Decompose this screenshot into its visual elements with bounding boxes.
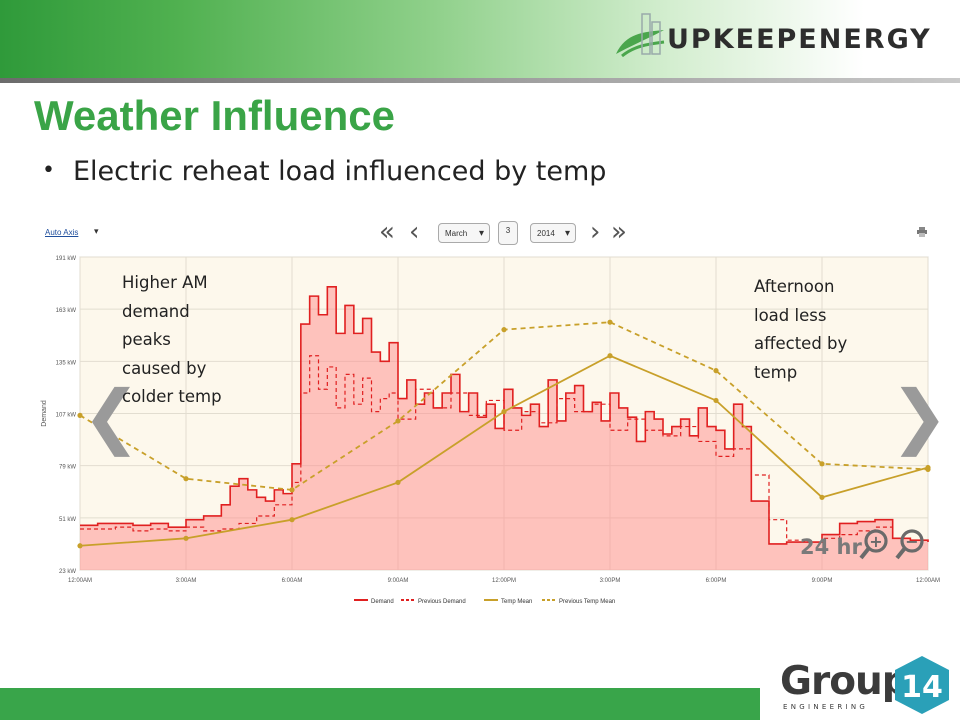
double-left-icon[interactable]: « [379,217,395,247]
annotation-afternoon: Afternoon load less affected by temp [754,273,847,387]
zoom-out-icon[interactable]: − [895,529,924,560]
header-band [0,0,960,78]
previous-temp-mean-point [501,327,507,333]
footer-bar [0,688,760,720]
previous-temp-mean-point [395,418,401,424]
legend-label: Previous Demand [418,599,466,605]
zoom-in-icon[interactable]: + [859,529,888,560]
chevron-down-icon: ▾ [478,228,484,239]
next-day-arrow-icon[interactable]: ❯ [890,375,949,457]
auto-axis-link[interactable]: Auto Axis [45,228,79,237]
chevron-down-icon: ▾ [564,228,570,239]
temp-mean-point [77,543,83,549]
legend-label: Temp Mean [501,599,532,605]
temp-mean-point [289,517,295,523]
previous-temp-mean-point [713,368,719,374]
y-tick-label: 51 kW [59,517,76,523]
annotation-line: Afternoon [754,277,835,296]
zoom-24hr-label: 24 hr [800,535,862,559]
previous-temp-mean-point [183,476,189,482]
previous-temp-mean-point [607,319,613,325]
temp-mean-point [925,464,931,471]
group14-subtitle: ENGINEERING [783,703,869,711]
previous-temp-mean-point [289,487,295,493]
month-select[interactable]: March ▾ [438,223,490,243]
temp-mean-point [607,353,613,359]
y-tick-label: 135 kW [56,360,77,366]
leaf-building-icon [616,13,665,58]
x-tick-label: 12:00AM [916,578,940,584]
previous-demand-series-line [80,355,929,543]
bullet-dot-icon: • [42,158,55,183]
x-tick-label: 9:00AM [388,578,409,584]
y-tick-label: 191 kW [56,256,77,262]
year-select[interactable]: 2014 ▾ [530,223,576,243]
svg-text:+: + [869,532,882,551]
svg-text:−: − [905,532,918,551]
annotation-line: demand [122,301,190,321]
temp-mean-point [819,494,825,500]
temp-mean-point [395,479,401,486]
annotation-line: peaks [122,330,171,349]
x-tick-label: 3:00PM [600,578,621,584]
group14-number: 14 [901,670,943,705]
year-select-value: 2014 [537,229,555,238]
left-icon[interactable]: ‹ [409,217,420,247]
x-tick-label: 12:00AM [68,578,92,584]
temp-mean-point [713,397,719,404]
demand-chart-panel: Auto Axis ▾ « ‹ March ▾ 3 2014 ▾ › » 191 k… [38,217,949,612]
double-right-icon[interactable]: » [611,217,627,247]
axis-dropdown-caret-icon[interactable]: ▾ [94,226,99,236]
y-axis-label: Demand [41,400,48,427]
temp-mean-point [183,535,189,541]
x-tick-label: 12:00PM [492,578,516,584]
legend-label: Previous Temp Mean [559,599,615,605]
legend-label: Demand [371,599,394,605]
print-icon[interactable] [917,227,927,237]
bullet-item: • Electric reheat load influenced by temp [42,156,606,187]
upkeep-energy-logo: UPKEEPENERGY [612,10,952,66]
annotation-line: affected by [754,334,848,353]
bullet-text: Electric reheat load influenced by temp [72,156,607,187]
day-input[interactable]: 3 [498,221,518,245]
group14-word: Group [780,659,910,704]
x-tick-label: 6:00PM [706,578,727,584]
demand-chart: 191 kW 163 kW 135 kW 107 kW 79 kW 51 kW 23 kW 1… [41,256,940,605]
annotation-line: Higher AM [122,273,208,292]
annotation-line: temp [754,362,798,382]
group14-logo: Group ENGINEERING 14 [780,655,955,715]
annotation-line: load less [754,305,827,325]
month-select-value: March [445,229,468,238]
slide-title: Weather Influence [34,92,395,139]
demand-series-line [80,286,929,545]
x-tick-label: 6:00AM [282,578,303,584]
y-tick-label: 79 kW [59,465,76,471]
annotation-am-peaks: Higher AM demand peaks caused by colder … [122,269,222,412]
y-tick-label: 23 kW [59,569,76,575]
x-tick-label: 9:00PM [812,578,833,584]
previous-temp-mean-point [77,412,83,418]
previous-temp-mean-point [819,461,825,467]
temp-mean-point [501,409,507,415]
right-icon[interactable]: › [590,217,601,247]
group14-badge-icon: 14 [895,656,949,714]
y-tick-label: 107 kW [56,413,77,419]
y-tick-label: 163 kW [56,308,77,314]
brand-name: UPKEEPENERGY [667,24,932,55]
annotation-line: caused by [122,358,207,378]
header-divider [0,78,960,83]
annotation-line: colder temp [122,387,222,406]
prev-day-arrow-icon[interactable]: ❮ [82,375,141,457]
x-tick-label: 3:00AM [176,578,197,584]
